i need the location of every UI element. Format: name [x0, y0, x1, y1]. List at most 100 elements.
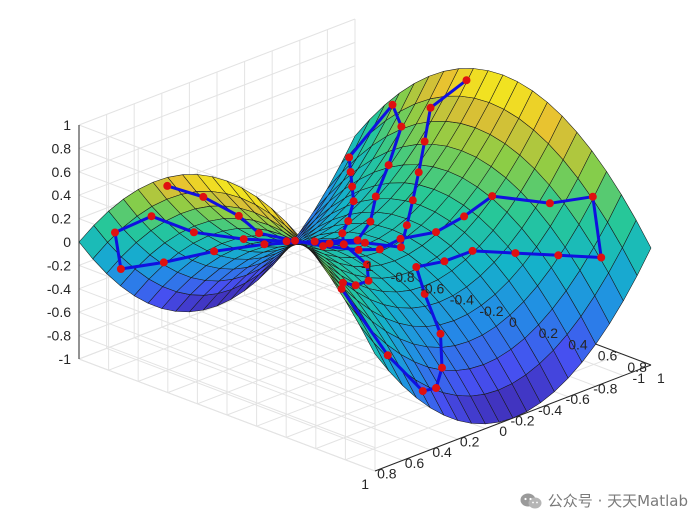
x-tick-label: -0.8: [593, 381, 617, 397]
y-tick-label: 0: [509, 314, 517, 330]
z-tick-label: -0.4: [47, 281, 71, 297]
trajectory-marker: [163, 181, 172, 190]
z-tick-label: -0.6: [47, 304, 71, 320]
trajectory-marker: [310, 237, 319, 246]
y-tick-label: 0.2: [539, 325, 559, 341]
trajectory-marker: [364, 276, 373, 285]
trajectory-marker: [420, 137, 429, 146]
x-tick-label: 0.2: [460, 434, 480, 450]
wall-gridline: [78, 65, 356, 173]
trajectory-marker: [375, 245, 384, 254]
y-tick-label: -1: [361, 258, 374, 274]
trajectory-marker: [438, 363, 446, 372]
surface-patch: [622, 219, 652, 276]
trajectory-marker: [371, 192, 380, 201]
trajectory-marker: [366, 217, 375, 226]
floor-gridline: [106, 347, 403, 461]
y-tick-label: 0.4: [568, 336, 588, 352]
wall-gridline: [78, 41, 356, 149]
trajectory-marker: [351, 281, 360, 290]
trajectory-marker: [255, 229, 263, 238]
z-tick-label: 0.8: [52, 140, 72, 156]
x-tick-label: 1: [361, 476, 369, 492]
y-tick-label: -0.2: [479, 303, 503, 319]
trajectory-marker: [384, 161, 393, 170]
trajectory-marker: [397, 243, 405, 252]
z-tick-label: -0.2: [47, 257, 71, 273]
floor-gridline: [161, 326, 458, 440]
trajectory-marker: [588, 192, 597, 201]
trajectory-marker: [432, 228, 440, 237]
trajectory-marker: [147, 212, 156, 221]
trajectory-marker: [468, 246, 477, 255]
trajectory-marker: [363, 260, 371, 269]
floor-gridline: [134, 337, 431, 451]
trajectory-marker: [189, 228, 198, 237]
trajectory-marker: [239, 235, 248, 244]
trajectory-marker: [460, 212, 469, 221]
trajectory-marker: [511, 249, 520, 258]
watermark: 公众号 · 天天Matlab: [520, 490, 688, 511]
trajectory-marker: [397, 122, 406, 131]
trajectory-marker: [260, 240, 269, 249]
trajectory-marker: [354, 245, 363, 254]
x-tick-label: 0.8: [377, 465, 397, 481]
trajectory-marker: [116, 265, 125, 273]
z-tick-label: -1: [59, 351, 72, 367]
trajectory-marker: [111, 228, 119, 237]
x-tick-label: -1: [633, 370, 646, 386]
trajectory: [111, 76, 606, 396]
wall-gridline: [78, 18, 356, 126]
floor-gridline: [78, 358, 376, 472]
trajectory-marker: [545, 199, 554, 208]
trajectory-marker: [412, 263, 421, 271]
z-tick-label: -0.8: [47, 328, 71, 344]
watermark-text: 公众号 · 天天Matlab: [547, 492, 688, 510]
trajectory-marker: [291, 236, 299, 245]
trajectory-marker: [402, 221, 411, 230]
y-tick-label: -0.8: [391, 269, 415, 285]
y-tick-label: -0.4: [450, 292, 474, 308]
trajectory-marker: [414, 168, 423, 177]
z-tick-label: 0.6: [52, 164, 72, 180]
y-tick-label: 0.8: [627, 359, 647, 375]
trajectory-marker: [420, 289, 429, 298]
trajectory-marker: [349, 197, 358, 206]
trajectory-marker: [199, 192, 208, 201]
trajectory-marker: [353, 236, 362, 245]
x-tick-label: -0.2: [510, 412, 534, 428]
trajectory-marker: [339, 240, 348, 249]
trajectory-marker: [325, 239, 334, 248]
z-tick-label: 0.2: [52, 211, 72, 227]
z-tick-label: 0.4: [52, 187, 72, 203]
y-tick-label: 0.6: [598, 348, 618, 364]
trajectory-marker: [282, 237, 291, 246]
trajectory-marker: [436, 329, 445, 338]
trajectory-marker: [348, 182, 357, 191]
x-tick-label: 0.4: [432, 444, 452, 460]
trajectory-marker: [345, 153, 354, 162]
trajectory-marker: [210, 247, 219, 256]
x-tick-label: -0.4: [538, 402, 562, 418]
trajectory-marker: [361, 238, 369, 247]
x-tick-label: 0.6: [405, 455, 425, 471]
trajectory-marker: [597, 253, 606, 262]
tick-labels: -1-0.8-0.6-0.4-0.200.20.40.60.81-1-0.8-0…: [47, 117, 665, 492]
trajectory-marker: [159, 258, 168, 267]
trajectory-marker: [396, 234, 405, 243]
z-tick-label: 1: [63, 117, 71, 133]
trajectory-marker: [408, 196, 417, 205]
x-tick-label: -0.6: [566, 391, 590, 407]
trajectory-marker: [462, 76, 471, 85]
trajectory-marker: [440, 257, 449, 266]
wall-gridline: [78, 88, 356, 196]
trajectory-marker: [418, 387, 427, 396]
trajectory-marker: [346, 168, 355, 176]
trajectory-marker: [338, 229, 347, 238]
y-tick-label: -0.6: [420, 280, 444, 296]
trajectory-marker: [344, 217, 353, 226]
y-tick-label: 1: [657, 370, 665, 386]
trajectory-marker: [426, 103, 435, 112]
